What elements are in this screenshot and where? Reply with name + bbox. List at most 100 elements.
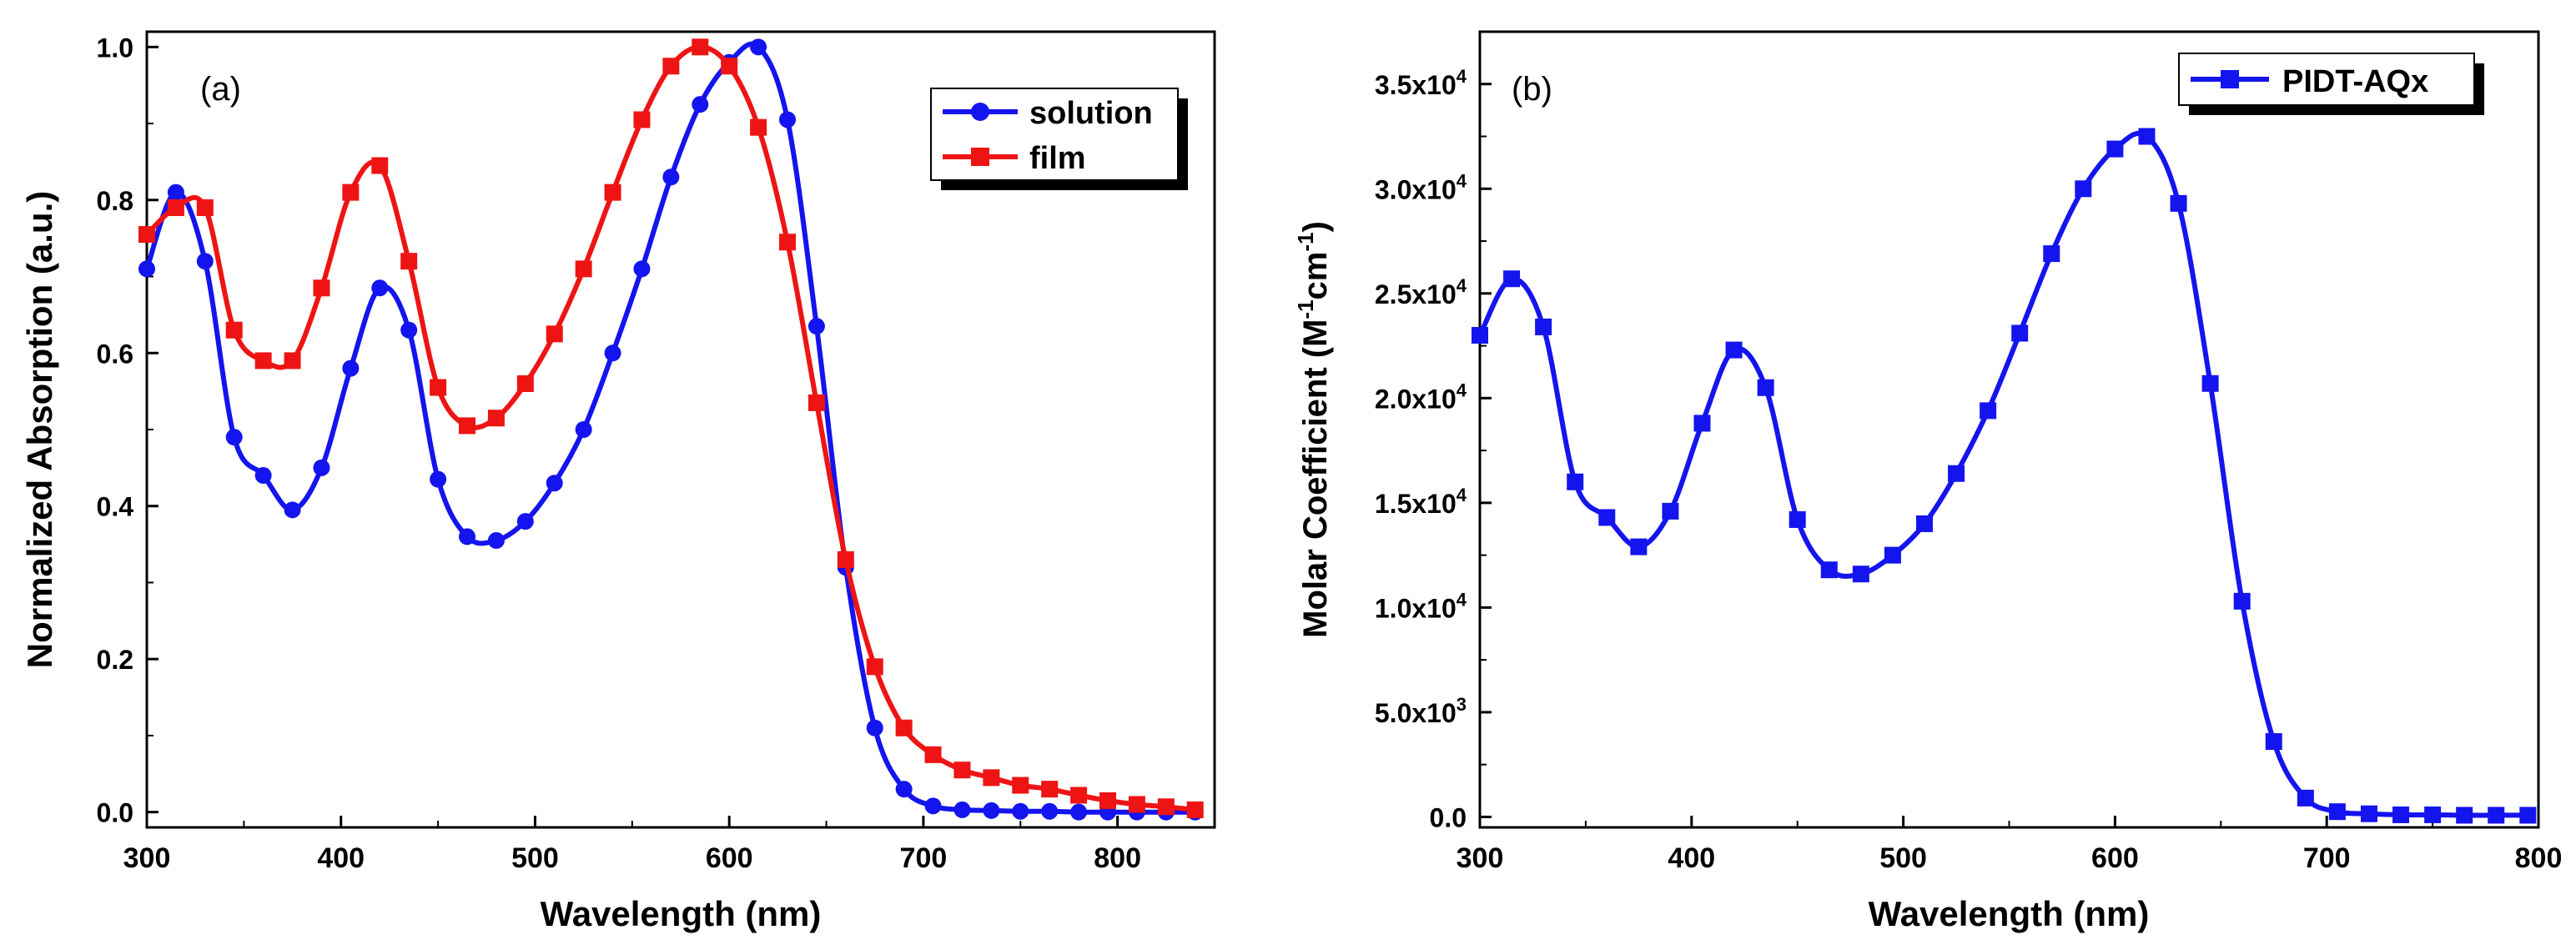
panel-b-x-axis-label: Wavelength (nm) xyxy=(1869,894,2150,933)
panel-b-point-0 xyxy=(2043,245,2060,263)
panel-b-legend: PIDT-AQx xyxy=(2178,53,2484,115)
panel-a-point-0 xyxy=(1012,802,1029,820)
legend-marker-pidt-aqx xyxy=(2221,70,2239,88)
panel-a-point-0 xyxy=(516,513,534,530)
legend-label-solution: solution xyxy=(1029,96,1153,131)
panel-a-series xyxy=(138,38,1204,821)
panel-b-x-tick-label: 600 xyxy=(2091,842,2139,874)
panel-a-point-1 xyxy=(546,325,563,343)
panel-a-point-0 xyxy=(430,470,447,488)
panel-b-point-0 xyxy=(2519,807,2537,824)
panel-a-point-1 xyxy=(808,394,825,411)
panel-a-point-1 xyxy=(342,183,360,201)
panel-b-y-axis-label-mid: cm xyxy=(1297,252,1334,300)
panel-a-point-1 xyxy=(1128,796,1145,813)
panel-a-point-0 xyxy=(750,38,767,56)
panel-a-point-1 xyxy=(138,226,155,244)
panel-a-label: (a) xyxy=(200,71,241,108)
panel-a-y-tick-label: 0.6 xyxy=(97,339,133,369)
panel-a-point-1 xyxy=(1070,787,1088,804)
legend-marker-solution xyxy=(971,103,989,121)
panel-b-point-0 xyxy=(1598,509,1616,526)
panel-a-point-1 xyxy=(400,253,418,270)
panel-b-point-0 xyxy=(2201,374,2219,392)
panel-b-point-0 xyxy=(1852,565,1869,583)
panel-a-point-0 xyxy=(808,318,825,335)
panel-a-x-tick-label: 500 xyxy=(511,842,559,874)
panel-a-point-1 xyxy=(866,658,883,676)
panel-b-point-0 xyxy=(2138,128,2156,145)
panel-b-x-tick-label: 700 xyxy=(2303,842,2351,874)
panel-a-y-tick-label: 0.8 xyxy=(97,186,133,216)
panel-a-point-0 xyxy=(662,168,680,186)
panel-a-y-axis-label: Normalized Absorption (a.u.) xyxy=(20,191,59,668)
panel-a-point-0 xyxy=(866,719,883,736)
panel-b-point-0 xyxy=(2488,807,2505,824)
panel-b-series-line-0 xyxy=(1477,130,2531,818)
panel-a-point-1 xyxy=(487,410,505,427)
panel-b-point-0 xyxy=(1472,327,1488,344)
panel-a-point-0 xyxy=(779,111,796,128)
panel-b-y-axis-label-sup1: -1 xyxy=(1293,299,1318,319)
panel-b-point-0 xyxy=(1757,379,1774,396)
panel-a-point-0 xyxy=(400,321,418,339)
panel-b-point-0 xyxy=(2424,806,2442,823)
panel-b-point-0 xyxy=(2011,324,2029,342)
panel-b-point-0 xyxy=(1820,561,1838,579)
panel-a-point-1 xyxy=(430,379,447,396)
panel-b-point-0 xyxy=(1662,502,1679,520)
panel-b-y-axis-label-main: Molar Coefficient (M xyxy=(1297,319,1334,638)
panel-a-chart: 300 400 500 600 700 800 0.0 0.2 0.4 0.6 0.8 1.0 (a)… xyxy=(20,30,1216,933)
panel-b-point-0 xyxy=(2075,180,2092,198)
panel-a-legend: solution film xyxy=(930,88,1188,190)
panel-b-ticks: 300 400 500 600 700 800 0.0 5.0x103 1.0x104 1.5x1… xyxy=(1375,66,2562,874)
panel-a-point-1 xyxy=(284,352,301,369)
panel-b-point-0 xyxy=(2265,733,2282,751)
panel-b-point-0 xyxy=(1915,515,1933,532)
panel-b-y-tick-label: 3.0x104 xyxy=(1375,170,1467,204)
legend-label-pidt-aqx: PIDT-AQx xyxy=(2282,64,2428,99)
panel-b-x-tick-label: 400 xyxy=(1668,842,1715,874)
panel-a-point-1 xyxy=(692,38,709,56)
panel-a-point-0 xyxy=(167,183,184,201)
panel-a-point-1 xyxy=(225,321,243,339)
panel-b-point-0 xyxy=(1725,341,1743,359)
panel-b-point-0 xyxy=(2297,789,2314,807)
panel-a-point-0 xyxy=(254,467,272,485)
legend-marker-film xyxy=(971,148,989,166)
panel-a-point-0 xyxy=(692,96,709,113)
panel-a-point-1 xyxy=(750,118,767,136)
panel-a-point-1 xyxy=(983,769,1000,787)
panel-b-point-0 xyxy=(2233,592,2251,610)
panel-b-series xyxy=(1472,128,2537,824)
panel-b-point-0 xyxy=(1630,538,1648,555)
panel-b-point-0 xyxy=(1503,270,1521,288)
panel-a-point-0 xyxy=(459,528,475,545)
panel-a-point-1 xyxy=(779,234,796,251)
panel-a-point-0 xyxy=(1070,803,1088,821)
panel-b-y-axis-label: Molar Coefficient (M-1cm-1) xyxy=(1293,221,1334,638)
panel-b-point-0 xyxy=(1693,415,1711,432)
panel-b-x-tick-label: 500 xyxy=(1879,842,1927,874)
panel-a-x-tick-label: 400 xyxy=(317,842,365,874)
panel-a-point-1 xyxy=(924,746,942,763)
panel-a-point-1 xyxy=(1012,777,1029,794)
panel-b-point-0 xyxy=(1567,473,1584,490)
panel-a-x-tick-label: 800 xyxy=(1094,842,1141,874)
panel-a-point-0 xyxy=(953,801,971,818)
panel-b-y-tick-label: 1.0x104 xyxy=(1375,589,1467,623)
panel-a-point-1 xyxy=(196,199,214,216)
panel-a-x-tick-label: 700 xyxy=(900,842,948,874)
panel-a-point-0 xyxy=(1041,802,1059,820)
panel-a-y-tick-label: 0.0 xyxy=(97,798,133,828)
panel-a-point-1 xyxy=(459,417,475,435)
panel-a-point-0 xyxy=(487,532,505,550)
panel-a-point-0 xyxy=(371,279,389,297)
panel-b-y-tick-label: 2.0x104 xyxy=(1375,379,1467,414)
panel-a-point-0 xyxy=(284,501,301,519)
legend-label-film: film xyxy=(1029,141,1086,176)
panel-a-point-0 xyxy=(983,802,1000,819)
panel-a-point-1 xyxy=(1041,781,1059,798)
panel-a-y-tick-label: 0.4 xyxy=(97,492,134,522)
